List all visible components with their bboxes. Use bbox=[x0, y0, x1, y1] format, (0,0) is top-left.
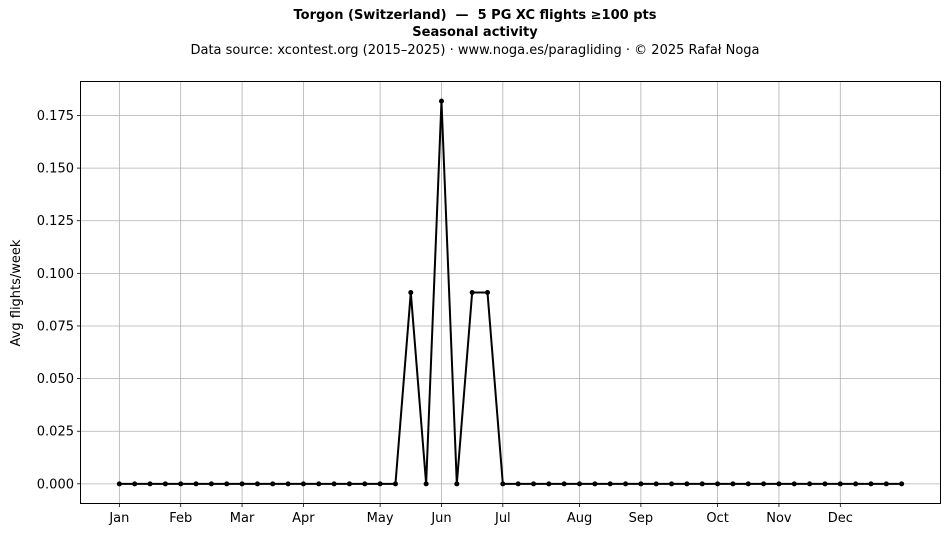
chart-subtitle: Seasonal activity bbox=[412, 25, 538, 40]
y-tick-label: 0.175 bbox=[37, 109, 74, 124]
data-point bbox=[669, 481, 675, 487]
data-point bbox=[331, 481, 337, 487]
x-tick-label: Mar bbox=[230, 511, 255, 526]
data-point bbox=[561, 481, 567, 487]
data-point bbox=[868, 481, 874, 487]
series-layer bbox=[116, 98, 905, 487]
data-point bbox=[776, 481, 782, 487]
series-line bbox=[119, 100, 902, 485]
data-point bbox=[699, 481, 705, 487]
data-point bbox=[791, 481, 797, 487]
data-point bbox=[500, 481, 506, 487]
x-tick-label: Nov bbox=[766, 511, 792, 526]
plot-frame bbox=[80, 81, 941, 504]
x-tick-label: Aug bbox=[567, 511, 592, 526]
data-point bbox=[837, 481, 843, 487]
data-point bbox=[469, 290, 475, 295]
data-point bbox=[715, 481, 721, 487]
y-axis-label: Avg flights/week bbox=[9, 239, 24, 346]
data-point bbox=[377, 481, 383, 487]
x-axis-ticks: Jan Feb Mar Apr May Jun Jul Aug Sep Oct Nov Dec bbox=[108, 503, 853, 526]
data-point bbox=[531, 481, 537, 487]
data-point bbox=[392, 481, 398, 487]
data-point bbox=[408, 290, 414, 295]
x-tick-label: May bbox=[367, 511, 394, 526]
data-point bbox=[546, 481, 552, 487]
y-tick-label: 0.075 bbox=[37, 319, 74, 334]
data-point bbox=[208, 481, 214, 487]
data-point bbox=[899, 481, 905, 487]
x-tick-label: Feb bbox=[169, 511, 192, 526]
data-point bbox=[162, 481, 168, 487]
data-point bbox=[147, 481, 153, 487]
data-point bbox=[239, 481, 245, 487]
data-point bbox=[285, 481, 291, 487]
chart-title: Torgon (Switzerland) — 5 PG XC flights ≥… bbox=[293, 8, 657, 23]
data-point bbox=[300, 481, 306, 487]
y-tick-label: 0.000 bbox=[37, 477, 74, 492]
data-point bbox=[761, 481, 767, 487]
data-point bbox=[362, 481, 368, 487]
y-tick-label: 0.025 bbox=[37, 425, 74, 440]
data-point bbox=[346, 481, 352, 487]
data-point bbox=[592, 481, 598, 487]
data-point bbox=[822, 481, 828, 487]
data-point bbox=[577, 481, 583, 487]
data-point bbox=[745, 481, 751, 487]
x-tick-label: Jun bbox=[430, 511, 451, 526]
x-tick-label: Jul bbox=[494, 511, 511, 526]
data-point bbox=[254, 481, 260, 487]
data-point bbox=[178, 481, 184, 487]
data-point bbox=[438, 98, 444, 104]
x-tick-label: Apr bbox=[292, 511, 315, 526]
data-point bbox=[684, 481, 690, 487]
data-point bbox=[653, 481, 659, 487]
data-point bbox=[132, 481, 138, 487]
x-tick-label: Dec bbox=[828, 511, 853, 526]
x-tick-label: Jan bbox=[108, 511, 129, 526]
y-tick-label: 0.100 bbox=[37, 267, 74, 282]
y-tick-label: 0.150 bbox=[37, 162, 74, 177]
data-point bbox=[807, 481, 813, 487]
data-point bbox=[515, 481, 521, 487]
data-point bbox=[116, 481, 122, 487]
data-point bbox=[423, 481, 429, 487]
data-point bbox=[638, 481, 644, 487]
grid-lines bbox=[81, 82, 940, 503]
y-tick-label: 0.125 bbox=[37, 214, 74, 229]
y-tick-label: 0.050 bbox=[37, 372, 74, 387]
data-point bbox=[883, 481, 889, 487]
data-point bbox=[623, 481, 629, 487]
y-axis-ticks: 0.000 0.025 0.050 0.075 0.100 0.125 0.150 0.175 bbox=[37, 109, 81, 492]
data-point bbox=[853, 481, 859, 487]
x-tick-label: Sep bbox=[629, 511, 654, 526]
data-point bbox=[224, 481, 230, 487]
data-point bbox=[484, 290, 490, 295]
data-point bbox=[454, 481, 460, 487]
data-point bbox=[193, 481, 199, 487]
data-point bbox=[316, 481, 322, 487]
x-tick-label: Oct bbox=[706, 511, 728, 526]
data-point bbox=[270, 481, 276, 487]
chart-source-line: Data source: xcontest.org (2015–2025) · … bbox=[190, 43, 760, 58]
data-point bbox=[607, 481, 613, 487]
data-point bbox=[730, 481, 736, 487]
